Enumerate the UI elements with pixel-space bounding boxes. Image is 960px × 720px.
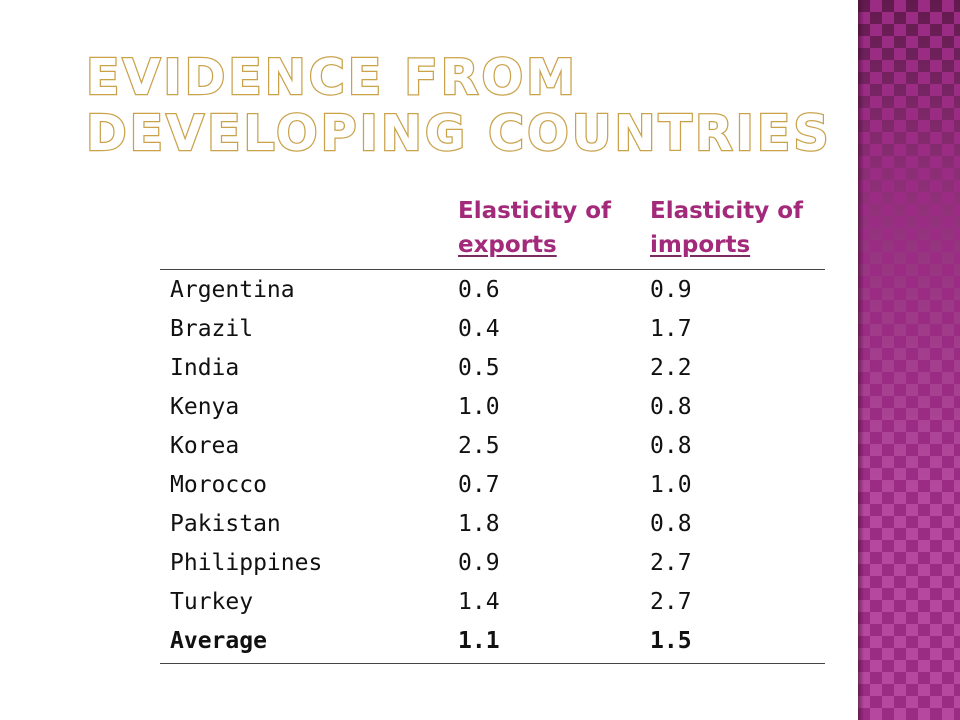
imports-cell: 0.9 xyxy=(650,277,692,303)
decorative-side-band xyxy=(858,0,960,720)
exports-cell: 1.4 xyxy=(458,589,500,615)
imports-cell: 2.2 xyxy=(650,355,692,381)
exports-cell: 0.5 xyxy=(458,355,500,381)
country-cell: India xyxy=(170,355,240,381)
table-row: Turkey 1.4 2.7 xyxy=(160,583,825,622)
table-row: Korea 2.5 0.8 xyxy=(160,427,825,466)
table-header: Elasticity of exports Elasticity of impo… xyxy=(160,192,825,270)
imports-cell: 0.8 xyxy=(650,433,692,459)
country-cell: Turkey xyxy=(170,589,254,615)
country-cell: Argentina xyxy=(170,277,295,303)
imports-cell: 2.7 xyxy=(650,589,692,615)
imports-cell: 1.0 xyxy=(650,472,692,498)
header-imports-line-1: Elasticity of xyxy=(650,198,804,224)
table-row: Philippines 0.9 2.7 xyxy=(160,544,825,583)
exports-cell: 1.8 xyxy=(458,511,500,537)
table-row: Kenya 1.0 0.8 xyxy=(160,388,825,427)
country-cell: Kenya xyxy=(170,394,240,420)
average-label: Average xyxy=(170,628,267,654)
header-elasticity-exports: Elasticity of exports xyxy=(458,194,611,262)
average-exports-cell: 1.1 xyxy=(458,628,500,654)
table-row-average: Average 1.1 1.5 xyxy=(160,622,825,661)
country-cell: Morocco xyxy=(170,472,267,498)
table-row: Brazil 0.4 1.7 xyxy=(160,310,825,349)
country-cell: Brazil xyxy=(170,316,254,342)
title-line-2: developing countries xyxy=(85,104,832,163)
average-imports-cell: 1.5 xyxy=(650,628,692,654)
imports-cell: 1.7 xyxy=(650,316,692,342)
header-imports-line-2: imports xyxy=(650,232,751,258)
exports-cell: 0.9 xyxy=(458,550,500,576)
exports-cell: 1.0 xyxy=(458,394,500,420)
exports-cell: 0.4 xyxy=(458,316,500,342)
table-body: Argentina 0.6 0.9 Brazil 0.4 1.7 India 0… xyxy=(160,270,825,661)
imports-cell: 2.7 xyxy=(650,550,692,576)
country-cell: Philippines xyxy=(170,550,323,576)
exports-cell: 0.6 xyxy=(458,277,500,303)
table-row: Pakistan 1.8 0.8 xyxy=(160,505,825,544)
header-exports-line-1: Elasticity of xyxy=(458,198,612,224)
exports-cell: 2.5 xyxy=(458,433,500,459)
country-cell: Pakistan xyxy=(170,511,281,537)
table-bottom-rule xyxy=(160,663,825,664)
imports-cell: 0.8 xyxy=(650,511,692,537)
header-exports-line-2: exports xyxy=(458,232,557,258)
exports-cell: 0.7 xyxy=(458,472,500,498)
table-row: Argentina 0.6 0.9 xyxy=(160,271,825,310)
title-line-1: Evidence from xyxy=(85,48,578,107)
elasticity-table: Elasticity of exports Elasticity of impo… xyxy=(160,192,825,664)
imports-cell: 0.8 xyxy=(650,394,692,420)
table-row: Morocco 0.7 1.0 xyxy=(160,466,825,505)
slide-title: Evidence from developing countries xyxy=(85,48,846,163)
country-cell: Korea xyxy=(170,433,240,459)
header-elasticity-imports: Elasticity of imports xyxy=(650,194,803,262)
table-row: India 0.5 2.2 xyxy=(160,349,825,388)
